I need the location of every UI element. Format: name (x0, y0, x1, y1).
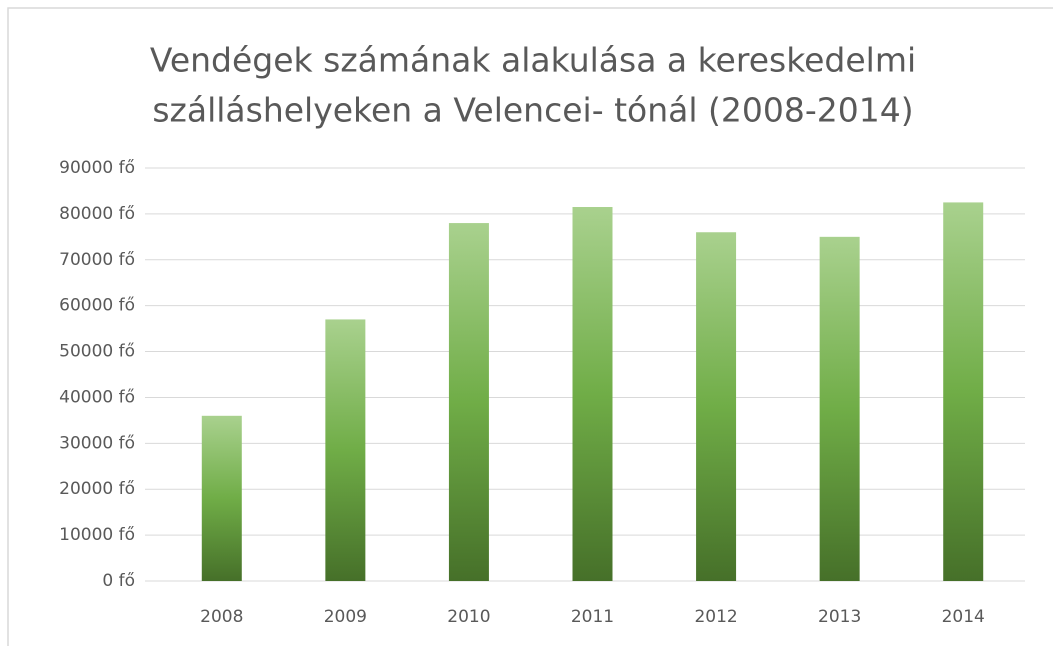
chart-title: szálláshelyeken a Velencei- tónál (2008-… (152, 91, 913, 130)
y-tick-label: 60000 fő (59, 296, 135, 316)
chart-border (7, 7, 1053, 646)
y-tick-label: 20000 fő (59, 479, 135, 499)
y-tick-label: 70000 fő (59, 250, 135, 270)
bar (448, 223, 489, 582)
x-tick-label: 2013 (818, 607, 861, 627)
y-tick-label: 0 fő (102, 571, 135, 591)
bar (572, 207, 613, 581)
x-tick-label: 2012 (694, 607, 737, 627)
chart-title: Vendégek számának alakulása a kereskedel… (150, 41, 916, 80)
x-tick-label: 2008 (200, 607, 243, 627)
y-tick-label: 90000 fő (59, 158, 135, 178)
bar (201, 415, 242, 581)
y-tick-label: 30000 fő (59, 433, 135, 453)
x-tick-label: 2010 (447, 607, 490, 627)
bar (819, 236, 860, 582)
bar (943, 202, 984, 581)
x-tick-label: 2014 (942, 607, 985, 627)
y-tick-label: 10000 fő (59, 525, 135, 545)
x-tick-label: 2011 (571, 607, 614, 627)
bar (325, 319, 366, 581)
y-tick-label: 40000 fő (59, 387, 135, 407)
bar (696, 232, 737, 581)
x-tick-label: 2009 (324, 607, 367, 627)
y-tick-label: 50000 fő (59, 342, 135, 362)
y-tick-label: 80000 fő (59, 204, 135, 224)
